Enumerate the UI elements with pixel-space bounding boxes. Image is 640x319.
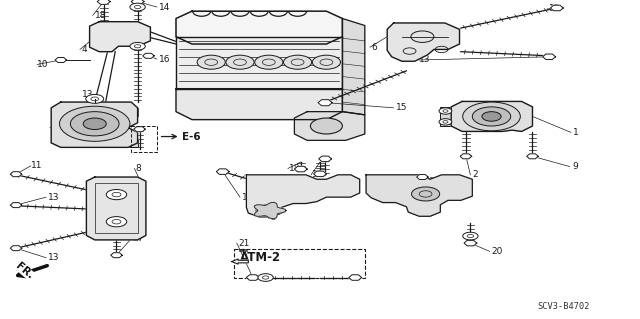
- Circle shape: [258, 274, 273, 281]
- Text: 17: 17: [133, 234, 145, 243]
- Polygon shape: [314, 171, 326, 177]
- Polygon shape: [349, 275, 362, 280]
- Text: 15: 15: [396, 103, 407, 112]
- Text: 13: 13: [48, 193, 60, 202]
- Polygon shape: [97, 0, 110, 4]
- Text: 10: 10: [37, 60, 49, 69]
- Polygon shape: [134, 127, 145, 132]
- Text: 4: 4: [82, 45, 88, 54]
- Circle shape: [130, 42, 145, 50]
- Text: 18: 18: [312, 170, 324, 179]
- Circle shape: [412, 187, 440, 201]
- Circle shape: [83, 118, 106, 130]
- Polygon shape: [51, 102, 138, 147]
- Circle shape: [86, 94, 104, 103]
- Polygon shape: [254, 202, 286, 219]
- Polygon shape: [543, 54, 556, 60]
- Circle shape: [312, 55, 340, 69]
- Text: 13: 13: [419, 56, 431, 64]
- Text: FR.: FR.: [13, 260, 35, 281]
- Circle shape: [472, 107, 511, 126]
- Text: 13: 13: [242, 193, 253, 202]
- Circle shape: [439, 119, 452, 125]
- Circle shape: [463, 102, 520, 131]
- Polygon shape: [318, 100, 332, 106]
- Polygon shape: [111, 253, 122, 258]
- Text: 8: 8: [136, 164, 141, 173]
- Circle shape: [310, 118, 342, 134]
- Circle shape: [256, 205, 279, 216]
- Circle shape: [106, 189, 127, 200]
- Bar: [234, 249, 365, 278]
- Polygon shape: [527, 154, 538, 159]
- Polygon shape: [294, 112, 365, 140]
- Polygon shape: [232, 259, 248, 264]
- Text: E-6: E-6: [182, 131, 201, 142]
- Polygon shape: [417, 174, 428, 180]
- Polygon shape: [86, 177, 146, 240]
- Polygon shape: [125, 139, 138, 147]
- Polygon shape: [550, 5, 563, 11]
- Polygon shape: [451, 101, 532, 131]
- Polygon shape: [460, 154, 472, 159]
- Polygon shape: [176, 89, 342, 120]
- Circle shape: [463, 232, 478, 240]
- Polygon shape: [319, 156, 332, 162]
- Polygon shape: [131, 0, 144, 4]
- Circle shape: [226, 55, 254, 69]
- Polygon shape: [216, 169, 229, 174]
- Circle shape: [482, 112, 501, 121]
- Text: 6: 6: [371, 43, 377, 52]
- Text: 12: 12: [549, 4, 561, 13]
- Text: 13: 13: [82, 90, 93, 99]
- Bar: [131, 126, 157, 152]
- Text: 18: 18: [289, 164, 301, 173]
- Polygon shape: [246, 275, 259, 280]
- Text: SCV3-B4702: SCV3-B4702: [537, 302, 589, 311]
- Text: 3: 3: [51, 123, 57, 132]
- Text: 2: 2: [472, 170, 478, 179]
- Text: 5: 5: [270, 213, 276, 222]
- Text: 9: 9: [573, 162, 579, 171]
- Polygon shape: [366, 175, 472, 216]
- Text: 21: 21: [238, 239, 250, 248]
- Polygon shape: [125, 108, 138, 116]
- Text: 18: 18: [95, 11, 106, 20]
- Circle shape: [60, 106, 130, 141]
- Polygon shape: [246, 175, 360, 217]
- Circle shape: [197, 55, 225, 69]
- Circle shape: [255, 55, 283, 69]
- Text: 20: 20: [492, 247, 503, 256]
- Polygon shape: [143, 53, 154, 58]
- Polygon shape: [10, 172, 22, 177]
- Text: 1: 1: [573, 128, 579, 137]
- Circle shape: [130, 3, 145, 11]
- Circle shape: [284, 55, 312, 69]
- Polygon shape: [440, 107, 451, 126]
- Polygon shape: [10, 203, 22, 208]
- Polygon shape: [464, 240, 477, 246]
- Polygon shape: [10, 246, 22, 251]
- Text: 19: 19: [424, 177, 435, 186]
- Polygon shape: [90, 22, 150, 52]
- Text: 16: 16: [159, 55, 170, 63]
- Polygon shape: [176, 11, 342, 44]
- Text: 14: 14: [159, 3, 170, 11]
- Circle shape: [439, 108, 452, 114]
- Circle shape: [70, 112, 119, 136]
- Polygon shape: [294, 166, 307, 172]
- Text: ATM-2: ATM-2: [240, 251, 281, 264]
- Text: 11: 11: [31, 161, 42, 170]
- Polygon shape: [176, 37, 342, 89]
- Text: 7: 7: [392, 187, 397, 196]
- Polygon shape: [387, 23, 460, 61]
- Circle shape: [106, 217, 127, 227]
- Text: 13: 13: [48, 253, 60, 262]
- Polygon shape: [342, 19, 365, 115]
- Polygon shape: [55, 57, 67, 63]
